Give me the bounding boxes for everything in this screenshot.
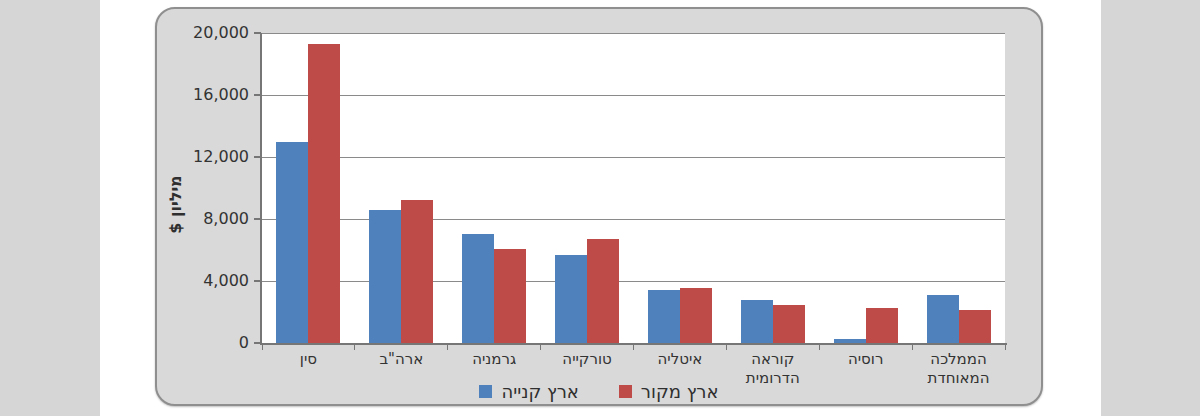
background-strip-left: [0, 0, 100, 416]
legend-label: ארץ קנייה: [501, 381, 578, 402]
y-tick-label: 0: [179, 333, 249, 353]
y-axis-tick-labels: 04,0008,00012,00016,00020,000: [179, 33, 253, 343]
category-column-5: [726, 33, 819, 343]
bar: [680, 288, 712, 343]
category-column-7: [912, 33, 1005, 343]
category-column-2: [448, 33, 541, 343]
category-column-3: [541, 33, 634, 343]
category-column-1: [355, 33, 448, 343]
chart-panel: מיליון $ 04,0008,00012,00016,00020,000 ס…: [155, 7, 1043, 406]
bars-layer: [262, 33, 1005, 343]
y-tick-mark: [254, 342, 261, 344]
bar: [369, 210, 401, 343]
y-tick-label: 8,000: [179, 209, 249, 229]
y-tick-label: 12,000: [179, 147, 249, 167]
y-tick-mark: [254, 218, 261, 220]
bar: [741, 300, 773, 343]
bar: [555, 255, 587, 343]
bar: [587, 239, 619, 343]
bar: [462, 234, 494, 343]
y-tick-mark: [254, 94, 261, 96]
bar: [308, 44, 340, 343]
plot-area: [262, 33, 1005, 343]
y-tick-label: 20,000: [179, 23, 249, 43]
screenshot-stage: מיליון $ 04,0008,00012,00016,00020,000 ס…: [0, 0, 1200, 416]
bar: [494, 249, 526, 343]
legend-swatch: [619, 385, 632, 398]
category-column-6: [819, 33, 912, 343]
bar: [834, 339, 866, 343]
y-tick-mark: [254, 32, 261, 34]
category-column-4: [634, 33, 727, 343]
bar: [773, 305, 805, 343]
y-tick-label: 4,000: [179, 271, 249, 291]
y-tick-mark: [254, 156, 261, 158]
bar: [959, 310, 991, 343]
legend-item: ארץ קנייה: [479, 381, 578, 402]
y-tick-mark: [254, 280, 261, 282]
legend-label: ארץ מקור: [641, 381, 719, 402]
legend: ארץ קנייה ארץ מקור: [157, 381, 1041, 402]
y-tick-label: 16,000: [179, 85, 249, 105]
bar: [276, 142, 308, 344]
bar: [401, 200, 433, 343]
legend-swatch: [479, 385, 492, 398]
bar: [648, 290, 680, 343]
bar: [927, 295, 959, 343]
bar: [866, 308, 898, 343]
background-strip-right: [1101, 0, 1200, 416]
category-column-0: [262, 33, 355, 343]
legend-item: ארץ מקור: [619, 381, 719, 402]
